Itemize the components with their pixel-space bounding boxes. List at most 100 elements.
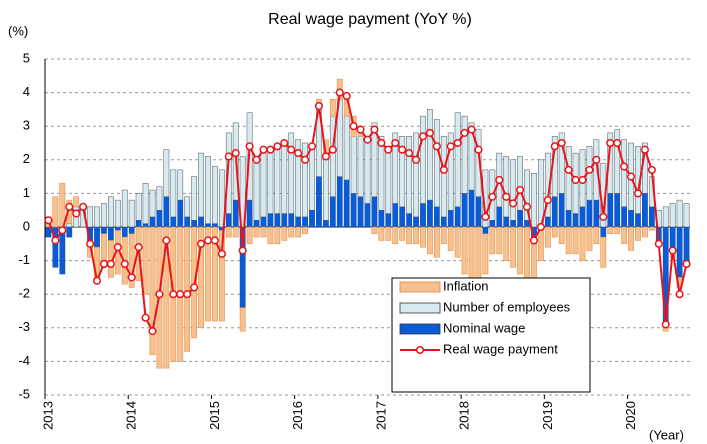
line-marker — [446, 142, 455, 151]
bar — [135, 193, 142, 221]
bar — [371, 122, 378, 198]
bar — [628, 209, 634, 228]
bar — [163, 196, 170, 228]
bar — [128, 199, 135, 228]
bar — [87, 206, 93, 228]
bar — [357, 196, 364, 228]
bar — [66, 226, 73, 238]
line-marker — [252, 155, 261, 164]
line-marker — [377, 138, 386, 148]
bar — [288, 213, 295, 228]
line-marker — [210, 236, 219, 245]
line-marker — [287, 145, 296, 154]
bar — [551, 226, 558, 238]
bar — [635, 226, 641, 241]
x-tick-label: 2020 — [623, 401, 638, 430]
bar — [73, 196, 80, 208]
line-marker — [654, 239, 663, 248]
line-marker — [460, 128, 469, 137]
bar — [440, 136, 447, 218]
bar — [267, 213, 274, 228]
line-marker — [633, 189, 643, 198]
line-marker — [606, 138, 615, 148]
bar — [253, 162, 260, 221]
bar — [274, 226, 281, 245]
line-marker — [314, 101, 324, 111]
y-tick-label: -3 — [18, 319, 30, 334]
y-tick-label: -4 — [18, 353, 30, 368]
bar — [198, 216, 204, 228]
bar — [205, 226, 211, 322]
line-marker — [328, 145, 337, 154]
bar — [267, 149, 274, 214]
legend: Inflation Number of employees Nominal wage… — [399, 278, 571, 356]
bar — [572, 213, 579, 228]
bar — [232, 226, 239, 238]
bar — [433, 119, 440, 208]
line-marker — [502, 192, 511, 201]
line-marker — [405, 149, 414, 158]
bar — [378, 226, 385, 241]
y-tick-label: 1 — [23, 185, 30, 200]
bar — [454, 206, 461, 228]
bar — [496, 206, 503, 228]
bar — [427, 109, 433, 201]
bar — [496, 226, 503, 255]
line-marker — [613, 138, 622, 148]
x-tick-label: 2014 — [124, 401, 139, 430]
bar — [253, 226, 260, 238]
line-marker — [231, 149, 240, 158]
bar — [614, 129, 621, 194]
bar — [385, 226, 392, 241]
bar — [225, 226, 232, 238]
bar — [114, 199, 121, 228]
y-axis-label: (%) — [8, 23, 28, 38]
line-marker — [217, 249, 226, 258]
line-marker — [488, 192, 497, 201]
line-marker — [356, 125, 365, 134]
line-marker — [307, 142, 317, 151]
bar — [225, 213, 232, 228]
bar — [260, 216, 267, 228]
line-marker — [113, 243, 122, 252]
y-tick-label: -5 — [18, 386, 30, 401]
line-marker — [467, 125, 476, 134]
bar — [364, 139, 371, 204]
line-marker — [169, 290, 178, 299]
line-marker — [92, 276, 102, 285]
bar — [489, 220, 496, 228]
x-axis-label: (Year) — [649, 427, 684, 442]
bar — [392, 226, 399, 245]
bar — [413, 226, 419, 245]
bar — [600, 226, 607, 238]
bar — [205, 223, 211, 228]
bar — [406, 213, 412, 228]
line-marker — [418, 132, 428, 141]
y-tick-label: 0 — [23, 218, 30, 233]
bar — [482, 233, 489, 275]
bar — [420, 203, 426, 228]
bar — [295, 139, 302, 218]
bar — [551, 196, 558, 228]
bar — [343, 179, 350, 228]
bar — [579, 206, 586, 228]
bar — [246, 226, 253, 245]
bar — [260, 226, 267, 238]
bar — [350, 193, 357, 228]
bar — [364, 203, 371, 228]
bar — [302, 142, 308, 218]
bar — [343, 115, 350, 181]
bar — [662, 206, 669, 228]
y-tick-label: 2 — [23, 151, 30, 166]
line-marker — [183, 290, 192, 299]
bar — [52, 196, 59, 228]
bar — [163, 149, 170, 198]
bar — [101, 226, 107, 234]
bar — [607, 193, 614, 228]
bar — [177, 199, 184, 228]
bar — [648, 226, 655, 231]
bar — [447, 209, 454, 228]
line-marker — [58, 226, 67, 235]
line-marker — [474, 145, 483, 154]
bar — [531, 172, 537, 228]
